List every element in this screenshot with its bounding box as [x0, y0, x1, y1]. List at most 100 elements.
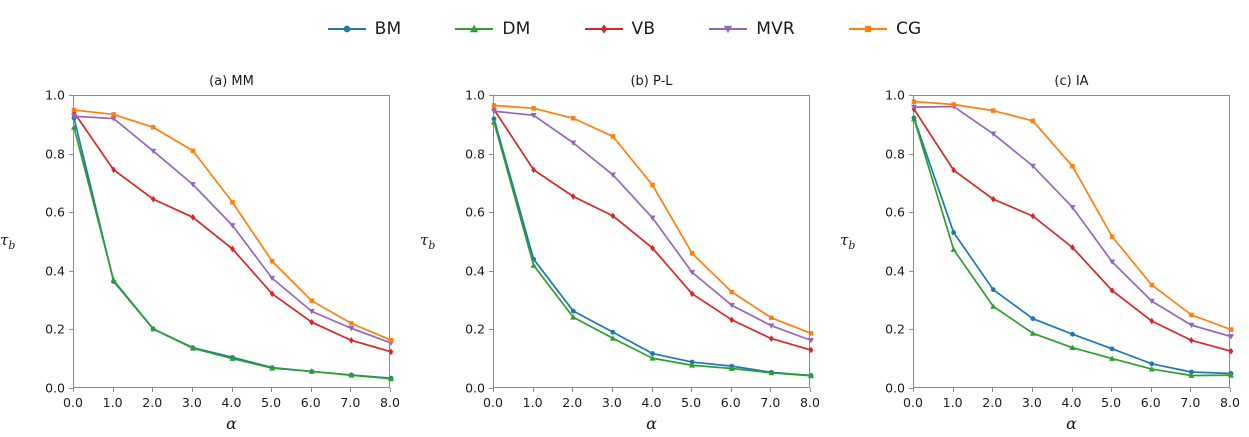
series-cg: [911, 99, 1234, 332]
legend-item-mvr[interactable]: MVR: [709, 19, 795, 39]
x-tick-label: 3.0: [181, 395, 202, 410]
data-point: [689, 251, 695, 256]
data-point: [650, 351, 655, 356]
data-point: [990, 131, 997, 137]
data-point: [230, 200, 235, 205]
series-bm: [491, 116, 814, 378]
y-tick-mark: [909, 388, 913, 390]
data-point: [531, 106, 536, 111]
y-tick-mark: [489, 270, 493, 272]
data-point: [807, 372, 815, 379]
data-point: [229, 355, 236, 361]
x-tick-mark: [1071, 388, 1073, 392]
x-tick-mark: [572, 388, 574, 392]
data-point: [189, 345, 196, 351]
data-point: [1030, 118, 1036, 124]
x-tick-mark: [1031, 388, 1033, 392]
data-point: [150, 195, 156, 203]
data-point: [650, 182, 655, 188]
y-tick-mark: [489, 329, 493, 331]
series-vb: [491, 106, 814, 354]
x-tick-label: 5.0: [261, 395, 282, 410]
series-line: [73, 127, 392, 380]
y-tick-label: 0.2: [465, 321, 485, 337]
data-point: [729, 289, 735, 295]
data-point: [388, 348, 394, 356]
y-tick-label: 0.2: [885, 321, 905, 337]
data-point: [807, 337, 815, 344]
y-tick-label: 0.8: [465, 146, 485, 162]
y-axis-label-symbol: τ: [840, 230, 849, 249]
data-point: [689, 270, 696, 276]
data-point: [689, 359, 695, 365]
series-line: [73, 115, 392, 344]
x-tick-mark: [310, 388, 312, 392]
x-tick-mark: [1150, 388, 1152, 392]
data-point: [1188, 337, 1194, 344]
data-point: [649, 215, 656, 221]
subplot-3: (c) IA 0.0 0.2 0.4 0.6 0.8 1.0 0.0 1.0 2.0 3.0 4.0 5…: [840, 0, 1249, 437]
x-tick-mark: [730, 388, 732, 392]
y-tick-mark: [69, 329, 73, 331]
data-point: [609, 172, 616, 178]
data-point: [111, 112, 116, 117]
plot-area: [490, 95, 815, 388]
legend-item-bm[interactable]: BM: [327, 19, 402, 39]
x-tick-label: 4.0: [641, 395, 662, 410]
series-bm: [911, 115, 1234, 376]
x-tick-label: 8.0: [800, 395, 820, 410]
data-point: [768, 369, 775, 376]
data-point: [349, 321, 354, 326]
data-point: [768, 323, 775, 329]
series-cg: [71, 107, 394, 343]
data-point: [309, 318, 315, 326]
data-point: [348, 372, 355, 378]
series-line: [493, 110, 812, 342]
plot-area: [70, 95, 395, 388]
data-point: [1228, 347, 1234, 355]
x-tick-label: 4.0: [221, 395, 242, 410]
series-mvr: [70, 113, 395, 347]
data-point: [70, 124, 78, 130]
series-line: [493, 109, 812, 351]
x-tick-label: 7.0: [760, 395, 781, 410]
series-cg: [491, 103, 814, 336]
x-tick-mark: [271, 388, 273, 392]
data-point: [769, 315, 774, 321]
x-tick-label: 6.0: [720, 395, 741, 410]
data-point: [150, 148, 157, 155]
legend-item-cg[interactable]: CG: [848, 19, 921, 39]
y-tick-mark: [489, 95, 493, 97]
x-tick-label: 7.0: [340, 395, 361, 410]
data-point: [491, 103, 497, 108]
data-point: [689, 290, 695, 298]
legend-swatch-triangle-down-icon: [709, 21, 748, 37]
data-point: [951, 102, 956, 107]
data-point: [1070, 164, 1075, 169]
data-point: [1070, 331, 1075, 337]
data-point: [230, 245, 235, 253]
data-point: [348, 325, 355, 332]
data-point: [269, 275, 276, 282]
subplot-title: (b) P-L: [630, 74, 673, 89]
data-point: [990, 108, 996, 113]
data-point: [1069, 204, 1076, 211]
series-vb: [911, 105, 1234, 355]
data-point: [490, 119, 498, 125]
legend-item-dm[interactable]: DM: [455, 19, 530, 39]
data-point: [1149, 361, 1155, 367]
data-point: [71, 107, 77, 113]
y-tick-mark: [69, 388, 73, 390]
data-point: [1227, 334, 1235, 340]
data-point: [150, 125, 156, 130]
legend-item-vb[interactable]: VB: [584, 19, 656, 39]
data-point: [1109, 259, 1116, 265]
subplot-2: (b) P-L 0.0 0.2 0.4 0.6 0.8 1.0 0.0 1.0 2.0 3.0 4.0…: [420, 0, 830, 437]
subplot-title: (a) MM: [209, 74, 254, 89]
x-tick-mark: [1190, 388, 1192, 392]
x-tick-label: 5.0: [681, 395, 702, 410]
data-point: [609, 335, 616, 341]
y-tick-label: 0.6: [45, 204, 65, 220]
data-point: [1228, 327, 1234, 332]
